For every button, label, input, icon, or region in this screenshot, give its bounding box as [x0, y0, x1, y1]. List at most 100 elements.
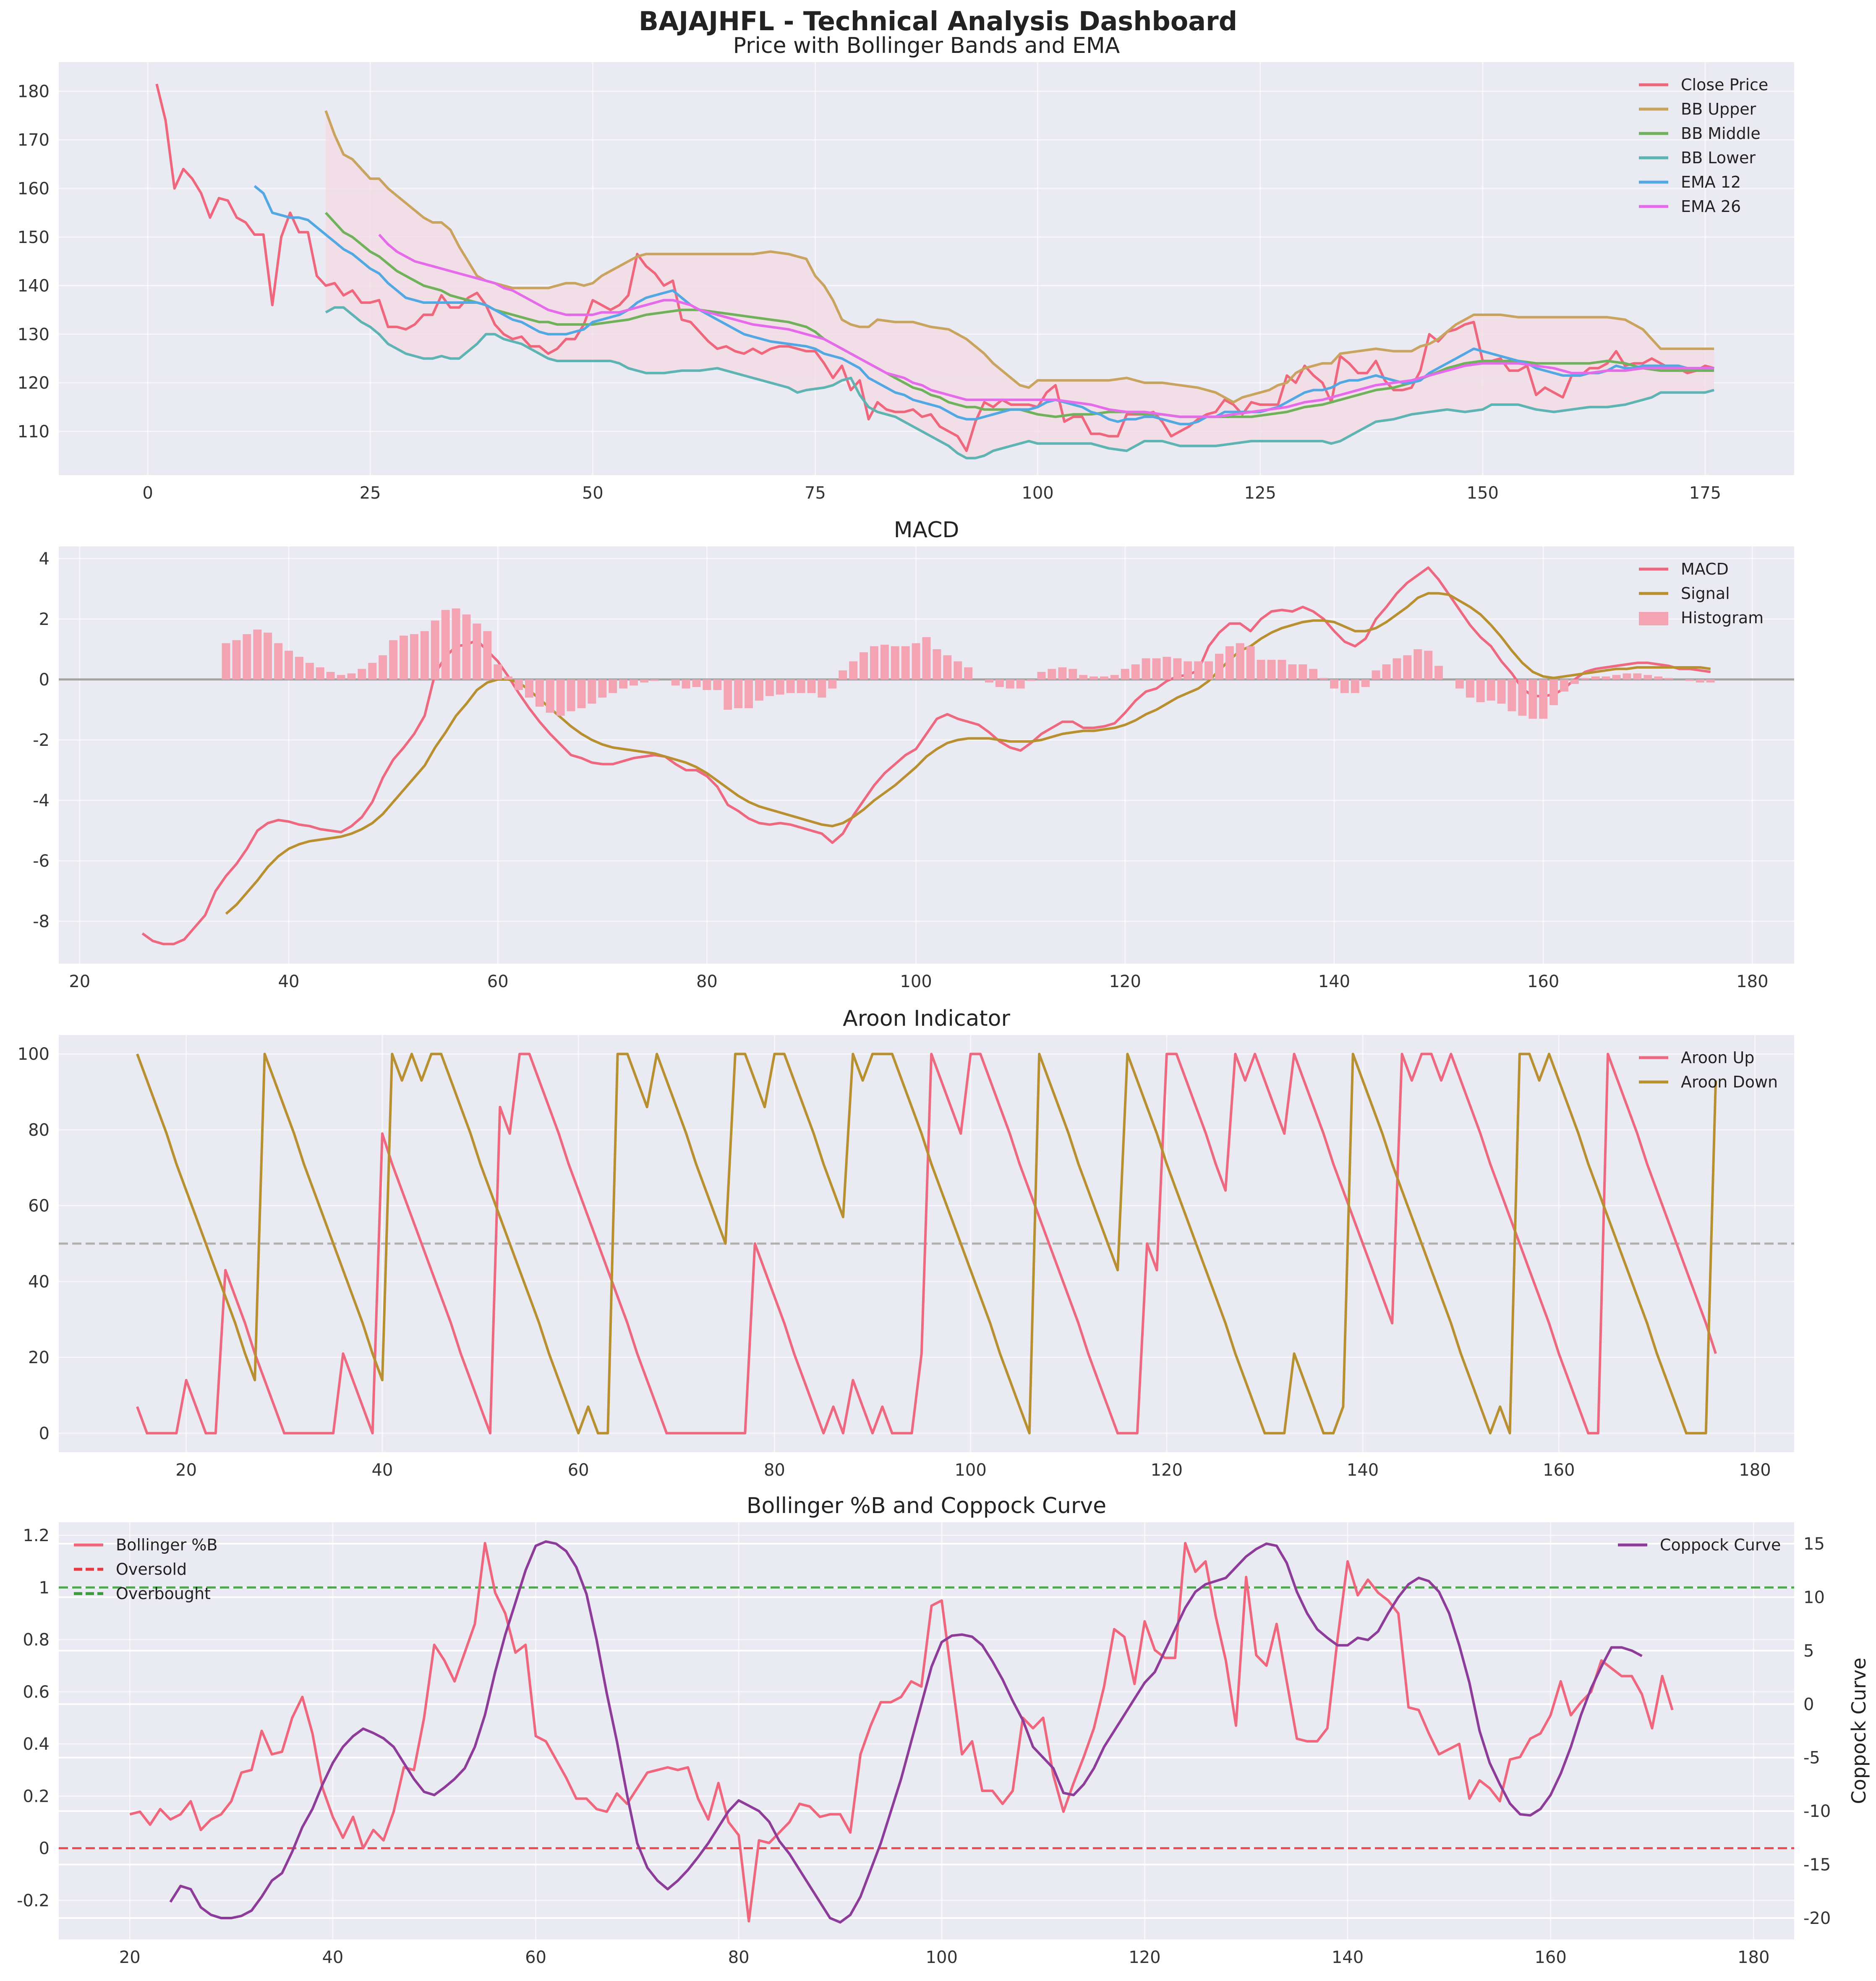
histogram-bar	[1225, 646, 1234, 679]
x-tick-label: 40	[322, 1948, 343, 1967]
x-tick-label: 180	[1738, 1948, 1769, 1967]
histogram-bar	[305, 663, 314, 679]
legend-macd: MACD Signal Histogram	[1639, 560, 1764, 627]
histogram-bar	[912, 643, 920, 679]
histogram-bar	[1528, 679, 1537, 719]
histogram-bar	[1487, 679, 1495, 701]
panel-aroon: 20 40 60 80 100 120 140 160 180 0 20 40 60 80 100 Aroon…	[18, 1006, 1794, 1480]
histogram-bar	[420, 631, 429, 679]
histogram-bar	[692, 679, 701, 687]
x-tick-label: 60	[487, 972, 509, 991]
histogram-bar	[849, 661, 858, 679]
panel-bbp_coppock: 20 40 60 80 100 120 140 160 180-0.200.20.40.60.8…	[17, 1493, 1870, 1967]
y-tick-label: -8	[33, 912, 50, 931]
y-tick-label: 0.4	[23, 1735, 50, 1754]
histogram-bar	[818, 679, 826, 698]
histogram-bar	[839, 670, 847, 679]
x-tick-label: 120	[1109, 972, 1141, 991]
right-tick-label: 10	[1803, 1588, 1825, 1607]
histogram-bar	[452, 608, 460, 679]
histogram-bar	[1372, 670, 1380, 679]
histogram-bar	[1664, 678, 1673, 679]
histogram-bar	[650, 679, 659, 681]
histogram-bar	[431, 620, 439, 679]
x-tick-label: 160	[1543, 1461, 1575, 1480]
histogram-bar	[1027, 679, 1035, 681]
histogram-bar	[525, 679, 533, 698]
histogram-bar	[713, 679, 722, 690]
histogram-bar	[504, 676, 513, 679]
histogram-bar	[1267, 660, 1276, 679]
histogram-bar	[1110, 675, 1119, 679]
histogram-bar	[1319, 678, 1328, 679]
histogram-bar	[724, 679, 732, 710]
histogram-bar	[1121, 669, 1129, 679]
x-tick-label: 160	[1527, 972, 1559, 991]
histogram-bar	[379, 655, 387, 679]
histogram-bar	[368, 663, 377, 679]
x-tick-label: 160	[1534, 1948, 1566, 1967]
histogram-bar	[1163, 656, 1171, 679]
plot-marks-macd	[59, 566, 1794, 946]
legend-swatch	[1639, 612, 1668, 625]
x-tick-label: 40	[371, 1461, 393, 1480]
y-tick-label: -6	[33, 852, 50, 871]
right-tick-label: -5	[1803, 1748, 1820, 1768]
y-tick-label: 80	[28, 1121, 50, 1140]
histogram-bar	[828, 679, 837, 689]
histogram-bar	[577, 679, 586, 708]
plot-area-bbp_coppock	[59, 1522, 1794, 1939]
y-tick-label: 1	[39, 1578, 50, 1597]
y-tick-label: 0.8	[23, 1631, 50, 1650]
ema-12-line	[253, 185, 1714, 426]
histogram-bar	[797, 679, 805, 693]
coppock-curve-line	[169, 1540, 1643, 1924]
histogram-bar	[358, 669, 366, 679]
aroon-up-line	[136, 1053, 1717, 1435]
legend-label: Aroon Down	[1681, 1073, 1778, 1091]
histogram-bar	[1602, 676, 1610, 679]
histogram-bar	[1654, 676, 1663, 679]
legend-label: Close Price	[1681, 76, 1768, 94]
y-tick-label: 40	[28, 1272, 50, 1291]
histogram-bar	[860, 652, 868, 679]
histogram-bar	[1706, 679, 1715, 683]
histogram-bar	[1048, 669, 1056, 679]
right-tick-label: 0	[1803, 1695, 1814, 1714]
histogram-bar	[1309, 669, 1318, 679]
histogram-bar	[1205, 661, 1213, 679]
panel-title: Price with Bollinger Bands and EMA	[733, 33, 1120, 58]
histogram-bar	[1414, 649, 1422, 679]
histogram-bar	[546, 679, 554, 713]
x-tick-label: 80	[728, 1948, 750, 1967]
histogram-bar	[1424, 651, 1433, 679]
legend-label: BB Lower	[1681, 149, 1756, 167]
x-tick-label: 50	[582, 483, 604, 503]
right-tick-label: -10	[1803, 1802, 1831, 1821]
histogram-bar	[1246, 646, 1255, 679]
histogram-bar	[1466, 679, 1474, 698]
histogram-bar	[1194, 661, 1203, 679]
y-tick-label: 180	[18, 82, 50, 101]
legend-label: BB Upper	[1681, 100, 1756, 118]
histogram-bar	[1037, 672, 1046, 679]
histogram-bar	[922, 637, 931, 679]
panel-title: Aroon Indicator	[843, 1006, 1010, 1031]
y-tick-label: 0	[39, 670, 50, 690]
legend-aroon: Aroon Up Aroon Down	[1639, 1048, 1778, 1091]
histogram-bar	[1173, 658, 1182, 679]
x-tick-label: 100	[954, 1461, 986, 1480]
histogram-bar	[1591, 676, 1600, 679]
histogram-bar	[1257, 660, 1265, 679]
histogram-bar	[389, 640, 398, 679]
y-tick-label: 170	[18, 131, 50, 150]
histogram-bar	[494, 664, 502, 679]
x-tick-label: 20	[119, 1948, 141, 1967]
histogram-bar	[535, 679, 544, 707]
histogram-bar	[253, 630, 262, 679]
histogram-bar	[1518, 679, 1527, 716]
histogram-bar	[901, 646, 910, 679]
x-tick-label: 125	[1244, 483, 1276, 503]
histogram-bar	[943, 655, 952, 679]
x-tick-label: 120	[1151, 1461, 1183, 1480]
